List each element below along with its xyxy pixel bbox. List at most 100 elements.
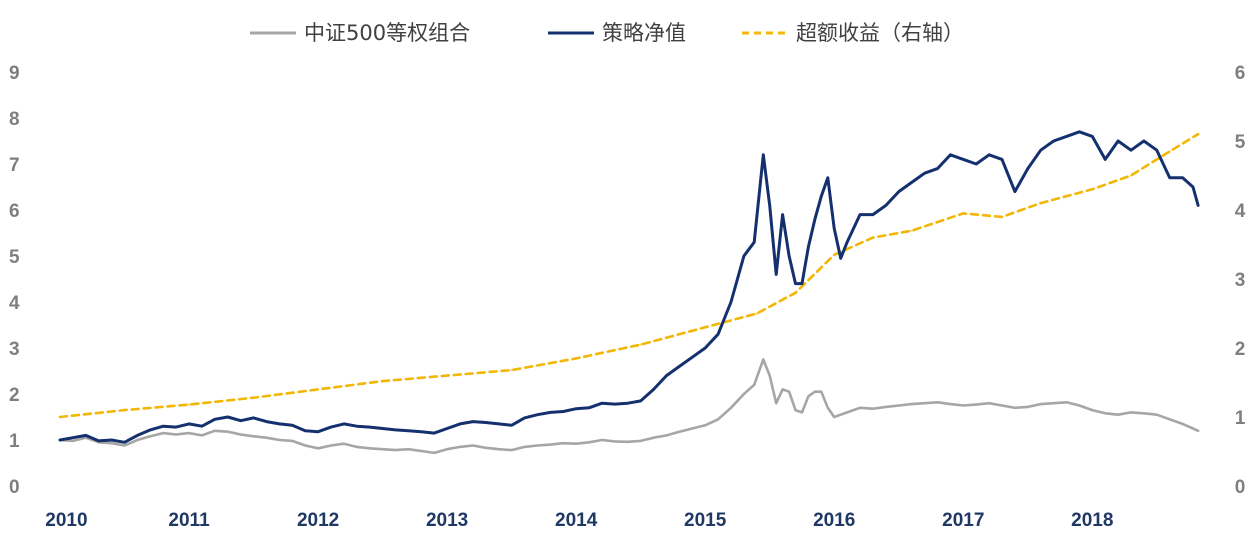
data-point	[794, 291, 797, 294]
data-point	[575, 407, 578, 410]
data-point	[1039, 201, 1042, 205]
data-point	[753, 383, 756, 386]
data-point	[800, 411, 804, 414]
data-point	[355, 445, 358, 449]
data-point	[510, 448, 513, 452]
data-point	[813, 218, 817, 221]
series-line-2	[58, 132, 1200, 419]
data-point	[820, 195, 823, 198]
data-point	[678, 430, 681, 433]
data-point	[510, 424, 513, 427]
data-point	[975, 162, 978, 166]
data-point	[110, 438, 113, 442]
x-tick-label: 2013	[426, 510, 468, 531]
data-point	[1000, 215, 1004, 219]
y-left-tick-label: 6	[9, 201, 20, 222]
y-right-tick-label: 1	[1235, 408, 1246, 429]
data-point	[1129, 411, 1133, 414]
data-point	[523, 416, 526, 420]
x-tick-label: 2011	[168, 510, 210, 531]
data-point	[433, 451, 436, 455]
data-point	[639, 343, 642, 346]
data-point	[1026, 167, 1030, 170]
data-point	[820, 390, 823, 393]
data-point	[342, 422, 346, 426]
data-point	[613, 440, 617, 443]
data-point	[316, 388, 320, 391]
data-point	[368, 447, 371, 450]
data-point	[562, 410, 565, 413]
data-point	[826, 406, 829, 409]
data-point	[626, 402, 629, 405]
data-point	[729, 406, 733, 409]
data-point	[665, 374, 668, 377]
data-point	[226, 415, 229, 419]
data-point	[407, 448, 410, 451]
data-point	[1142, 412, 1146, 415]
data-point	[813, 390, 817, 393]
x-tick-label: 2016	[813, 510, 855, 531]
data-point	[278, 438, 281, 442]
data-point	[433, 431, 436, 435]
data-point	[291, 424, 294, 427]
data-point	[149, 435, 152, 438]
data-point	[716, 333, 720, 336]
data-point	[1065, 401, 1068, 404]
y-left-tick-label: 8	[9, 109, 20, 130]
x-tick-label: 2018	[1071, 510, 1113, 531]
data-point	[510, 368, 513, 372]
data-point	[213, 429, 216, 432]
data-point	[1000, 158, 1004, 161]
data-point	[1168, 150, 1171, 153]
data-point	[368, 425, 371, 429]
data-point	[316, 430, 320, 433]
data-point	[71, 436, 75, 439]
data-point	[1155, 413, 1159, 416]
y-left-tick-label: 3	[9, 339, 20, 360]
y-left-tick-label: 4	[9, 293, 20, 314]
data-point	[1052, 402, 1055, 405]
data-point	[1078, 130, 1081, 133]
data-point	[497, 422, 500, 426]
y-right-tick-label: 6	[1235, 63, 1246, 84]
legend-label: 中证500等权组合	[304, 21, 470, 45]
data-point	[549, 411, 552, 414]
data-point	[923, 402, 926, 405]
data-point	[833, 415, 836, 419]
data-point	[497, 448, 500, 451]
data-point	[420, 449, 423, 453]
data-point	[1116, 139, 1120, 143]
data-point	[962, 212, 965, 215]
data-point	[239, 419, 242, 422]
data-point	[213, 418, 216, 421]
y-left-tick-label: 7	[9, 155, 20, 176]
data-point	[775, 402, 778, 405]
data-point	[587, 406, 591, 409]
data-point	[762, 358, 765, 361]
y-right-tick-label: 5	[1235, 132, 1246, 153]
y-right-tick-label: 4	[1235, 201, 1246, 222]
y-left-tick-label: 1	[9, 431, 20, 452]
data-point	[1181, 176, 1184, 179]
data-point	[445, 448, 449, 451]
data-point	[858, 406, 862, 409]
data-point	[1168, 176, 1171, 179]
data-point	[753, 241, 756, 244]
data-point	[471, 444, 475, 447]
data-point	[110, 442, 113, 445]
data-point	[639, 439, 642, 443]
data-point	[575, 357, 578, 360]
data-point	[1091, 188, 1094, 191]
data-point	[1091, 135, 1094, 138]
data-point	[1013, 190, 1017, 193]
data-point	[329, 444, 333, 447]
data-point	[678, 365, 681, 368]
data-point	[1104, 412, 1107, 415]
data-point	[252, 416, 255, 420]
data-point	[381, 427, 384, 430]
data-point	[278, 422, 281, 426]
data-point	[407, 429, 410, 432]
data-point	[1116, 413, 1120, 416]
data-point	[613, 402, 617, 406]
data-point	[845, 411, 849, 414]
